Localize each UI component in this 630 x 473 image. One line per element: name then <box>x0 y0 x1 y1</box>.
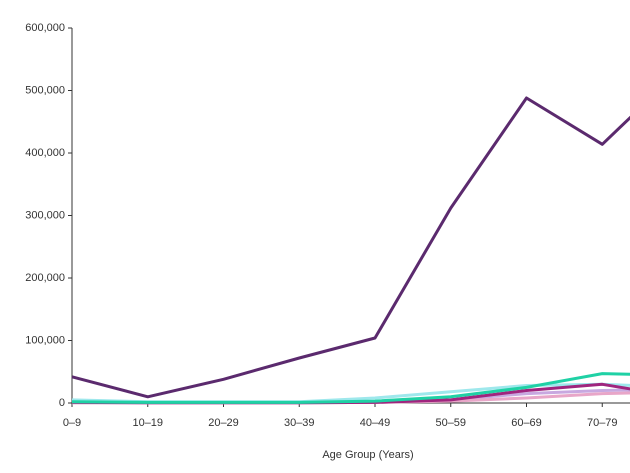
x-tick-label: 10–19 <box>132 417 163 429</box>
x-tick-label: 60–69 <box>511 417 542 429</box>
y-tick-label: 500,000 <box>25 84 65 96</box>
y-tick-label: 600,000 <box>25 22 65 34</box>
series-line <box>71 372 630 404</box>
x-tick-label: 0–9 <box>63 417 81 429</box>
series-line <box>71 96 630 399</box>
y-tick-label: 100,000 <box>25 334 65 346</box>
x-tick-label: 50–59 <box>435 417 466 429</box>
x-tick-label: 20–29 <box>208 417 239 429</box>
y-tick-label: 0 <box>59 397 65 409</box>
x-tick-label: 30–39 <box>284 417 315 429</box>
y-tick-label: 200,000 <box>25 272 65 284</box>
x-tick-label: 70–79 <box>587 417 618 429</box>
y-tick-label: 400,000 <box>25 147 65 159</box>
x-axis-label: Age Group (Years) <box>322 449 413 461</box>
y-tick-label: 300,000 <box>25 209 65 221</box>
x-tick-label: 40–49 <box>360 417 391 429</box>
